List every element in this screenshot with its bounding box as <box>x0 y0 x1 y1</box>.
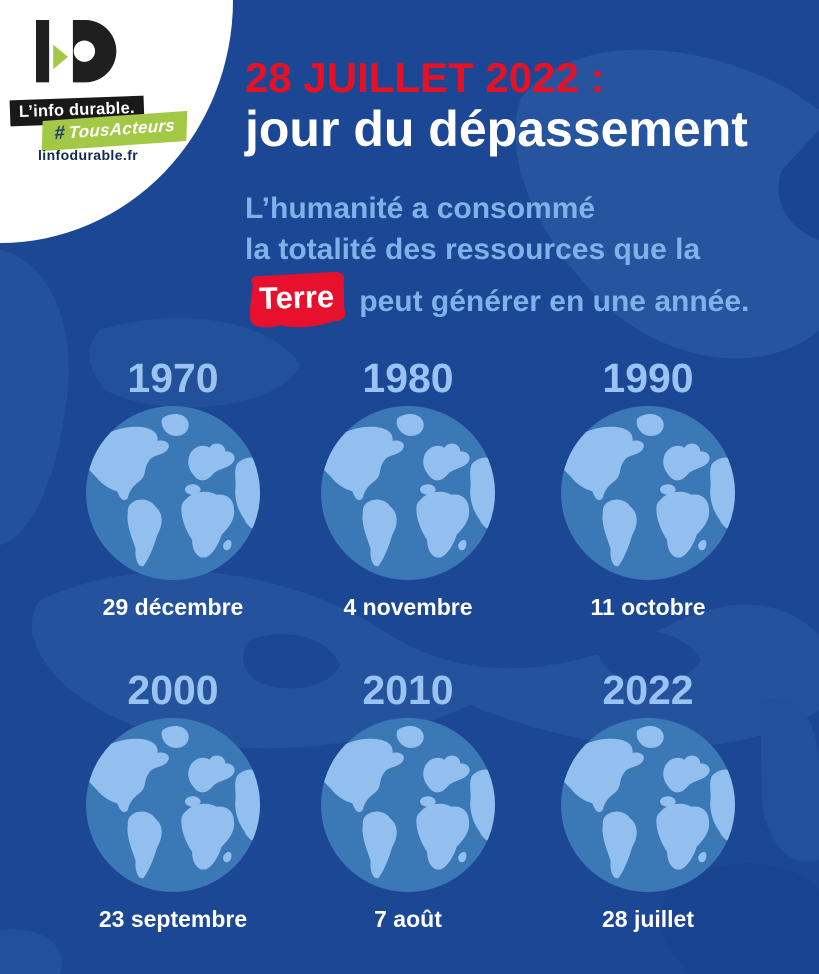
timeline-item-1980: 1980 4 novembre <box>288 355 528 621</box>
website-url: linfodurable.fr <box>38 147 139 163</box>
date-label: 4 novembre <box>343 594 473 621</box>
intro-line-1: L’humanité a consommé <box>245 192 596 225</box>
headline-date: 28 JUILLET 2022 : <box>245 54 605 101</box>
terre-flag-shape <box>250 272 346 328</box>
timeline-item-1990: 1990 11 octobre <box>528 355 768 621</box>
globe-icon <box>86 718 260 892</box>
hashtag-icon: # <box>53 122 66 145</box>
year-label: 2010 <box>362 667 454 713</box>
hashtag-label: TousActeurs <box>68 115 176 143</box>
globe-icon <box>321 406 495 580</box>
globe-icon <box>321 718 495 892</box>
timeline-item-2022: 2022 28 juillet <box>528 667 768 933</box>
date-label: 11 octobre <box>590 594 706 621</box>
intro-line-2: la totalité des ressources que la <box>245 233 701 266</box>
year-label: 2022 <box>602 667 694 713</box>
intro-line-3: Terre peut générer en une année. <box>244 272 750 331</box>
date-label: 29 décembre <box>102 594 244 621</box>
headline-title: jour du dépassement <box>245 101 748 158</box>
id-logo <box>36 20 117 83</box>
date-label: 23 septembre <box>98 906 248 933</box>
headline: 28 JUILLET 2022 : jour du dépassement <box>245 54 748 157</box>
timeline-item-2010: 2010 7 août <box>288 667 528 933</box>
globe-icon <box>86 406 260 580</box>
terre-highlight: Terre <box>244 272 349 331</box>
intro-line-3-rest: peut générer en une année. <box>359 284 750 318</box>
timeline-item-2000: 2000 23 septembre <box>53 667 293 933</box>
globe-icon <box>561 406 735 580</box>
year-label: 2000 <box>127 667 219 713</box>
timeline-item-1970: 1970 29 décembre <box>53 355 293 621</box>
intro-paragraph: L’humanité a consommé la totalité des re… <box>245 188 749 329</box>
date-label: 28 juillet <box>601 906 695 933</box>
year-label: 1980 <box>362 355 454 401</box>
terre-label: Terre <box>258 279 335 316</box>
globe-icon <box>561 718 735 892</box>
year-label: 1990 <box>602 355 694 401</box>
date-label: 7 août <box>374 906 442 933</box>
year-label: 1970 <box>127 355 219 401</box>
